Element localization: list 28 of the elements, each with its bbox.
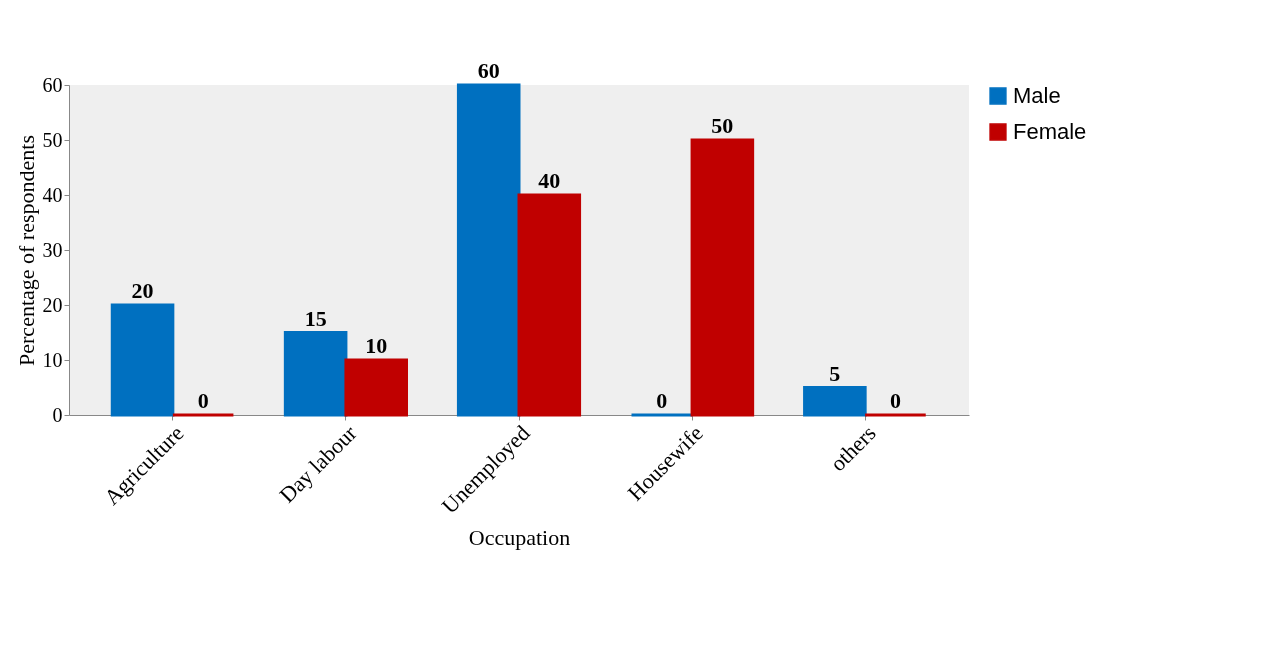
- data-label: 10: [365, 333, 388, 358]
- legend-label: Male: [1013, 83, 1061, 108]
- y-tick-label: 10: [42, 348, 63, 371]
- data-label: 0: [197, 388, 209, 413]
- y-tick-label: 50: [42, 128, 63, 151]
- data-label: 5: [829, 360, 841, 386]
- y-tick-label: 40: [42, 183, 63, 206]
- data-label: 0: [889, 388, 901, 413]
- bar: [456, 83, 521, 417]
- y-tick-label: 0: [52, 403, 63, 426]
- y-tick-label: 60: [42, 73, 63, 96]
- data-label: 40: [538, 168, 561, 193]
- x-axis-title: Occupation: [468, 524, 571, 550]
- y-axis-title: Percentage of respondents: [13, 135, 39, 366]
- legend-label: Female: [1013, 119, 1087, 144]
- data-label: 15: [304, 305, 327, 331]
- data-label: 50: [711, 113, 734, 138]
- data-label: 0: [656, 388, 668, 413]
- bar: [517, 193, 582, 417]
- y-tick-label: 20: [42, 293, 63, 316]
- y-tick-label: 30: [42, 238, 63, 261]
- bar: [803, 386, 867, 417]
- bar: [690, 138, 755, 417]
- bar: [110, 303, 175, 417]
- data-label: 60: [477, 58, 500, 83]
- bar: [283, 331, 348, 417]
- bar: [344, 358, 408, 417]
- data-label: 20: [131, 278, 154, 303]
